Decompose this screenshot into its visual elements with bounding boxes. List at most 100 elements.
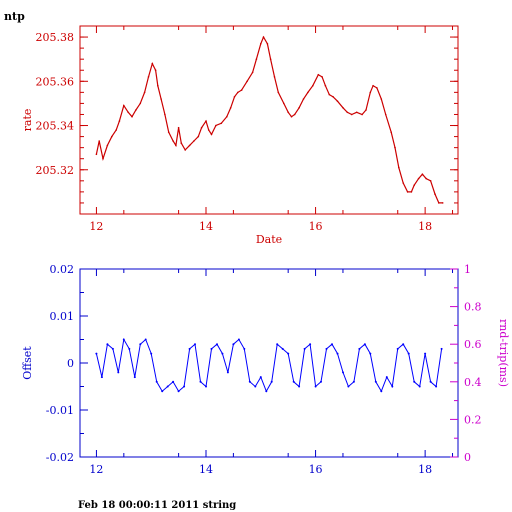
rate-point xyxy=(233,96,236,98)
offset-point xyxy=(347,385,350,388)
offset-point xyxy=(331,343,333,346)
rtt-y-tick-label: 0.6 xyxy=(464,338,482,351)
rate-point xyxy=(441,202,444,204)
rate-y-tick-label: 205.36 xyxy=(36,75,75,88)
rate-y-tick-label: 205.32 xyxy=(36,164,75,177)
rate-point xyxy=(346,111,349,114)
offset-y-tick-label: 0.02 xyxy=(50,263,75,276)
offset-x-tick-label: 16 xyxy=(309,463,323,476)
offset-point xyxy=(369,352,372,355)
rate-x-tick-label: 16 xyxy=(309,220,323,233)
rate-point xyxy=(365,109,367,111)
rate-point xyxy=(434,193,436,195)
offset-point xyxy=(161,390,164,393)
rate-point xyxy=(429,180,432,182)
rate-y-tick-label: 205.34 xyxy=(36,120,75,133)
rate-point xyxy=(98,140,100,142)
offset-point xyxy=(117,371,120,374)
rate-point xyxy=(307,91,309,94)
rate-point xyxy=(188,144,191,147)
rate-point xyxy=(127,111,129,114)
rate-point xyxy=(175,144,177,147)
offset-point xyxy=(232,343,235,346)
rate-point xyxy=(157,84,159,87)
rate-point xyxy=(321,76,323,78)
rate-point xyxy=(205,120,207,122)
offset-point xyxy=(440,347,443,350)
rate-point xyxy=(421,173,424,175)
rate-point xyxy=(229,107,232,109)
offset-point xyxy=(172,380,175,383)
rate-point xyxy=(95,153,98,156)
rate-point xyxy=(200,126,203,129)
rate-point xyxy=(154,69,157,71)
offset-point xyxy=(155,380,158,383)
rate-x-tick-label: 18 xyxy=(418,220,432,233)
rate-chart: 12 14 16 18 205.32 205.34 205.36 205.38 Date r… xyxy=(21,25,459,246)
rate-point xyxy=(350,113,353,116)
offset-point xyxy=(128,347,131,350)
offset-x-tick-label: 18 xyxy=(418,463,432,476)
rate-point xyxy=(237,91,239,94)
rate-point xyxy=(369,91,372,94)
rate-point xyxy=(207,129,210,131)
offset-y-tick-label: -0.01 xyxy=(46,404,74,417)
offset-point xyxy=(429,380,432,383)
rate-point xyxy=(298,107,300,109)
rate-point xyxy=(135,109,137,111)
offset-y-tick-label: 0.01 xyxy=(50,310,75,323)
rate-point xyxy=(226,115,228,118)
rate-point xyxy=(177,126,180,129)
rate-x-tick-label: 12 xyxy=(89,220,103,233)
rate-point xyxy=(336,100,339,102)
rate-point xyxy=(384,113,387,116)
rate-point xyxy=(220,122,223,125)
rate-point xyxy=(260,42,262,45)
rate-x-tick-label: 14 xyxy=(199,220,213,233)
rate-point xyxy=(332,96,334,98)
offset-point xyxy=(303,347,306,350)
offset-point xyxy=(276,343,279,346)
offset-y-axis-label: Offset xyxy=(21,346,34,380)
offset-point xyxy=(298,385,301,388)
offset-point xyxy=(254,385,257,388)
rate-x-axis-label: Date xyxy=(256,233,282,246)
rate-point xyxy=(372,84,374,87)
rtt-y-tick-label: 1 xyxy=(464,263,471,276)
offset-point xyxy=(133,376,136,379)
rate-point xyxy=(131,115,133,118)
offset-point xyxy=(221,352,224,355)
rate-point xyxy=(160,98,162,100)
rate-point xyxy=(410,191,413,193)
rate-point xyxy=(355,111,358,114)
rate-point xyxy=(139,102,142,105)
offset-point xyxy=(166,385,169,388)
rate-series-line xyxy=(95,35,443,204)
offset-point xyxy=(122,338,125,341)
offset-point xyxy=(292,380,295,383)
rate-y-axis-label: rate xyxy=(21,109,34,132)
offset-point xyxy=(216,343,218,346)
offset-point xyxy=(385,376,388,379)
offset-point xyxy=(380,390,383,393)
rate-point xyxy=(164,113,166,116)
rate-point xyxy=(390,131,393,133)
rate-point xyxy=(394,146,396,149)
offset-point xyxy=(139,343,142,346)
offset-y-tick-label: 0 xyxy=(67,357,74,370)
offset-point xyxy=(358,347,361,350)
rate-point xyxy=(317,73,320,76)
rate-point xyxy=(210,133,213,136)
rate-point xyxy=(102,157,104,160)
rate-point xyxy=(180,142,183,144)
offset-point xyxy=(314,385,317,388)
rate-point xyxy=(324,84,327,87)
offset-point xyxy=(281,347,284,350)
rate-point xyxy=(255,58,258,60)
rate-point xyxy=(361,113,363,116)
rtt-y-tick-label: 0 xyxy=(464,451,471,464)
rate-point xyxy=(376,87,378,89)
rate-point xyxy=(197,135,200,138)
footer-timestamp: Feb 18 00:00:11 2011 string xyxy=(78,500,236,511)
